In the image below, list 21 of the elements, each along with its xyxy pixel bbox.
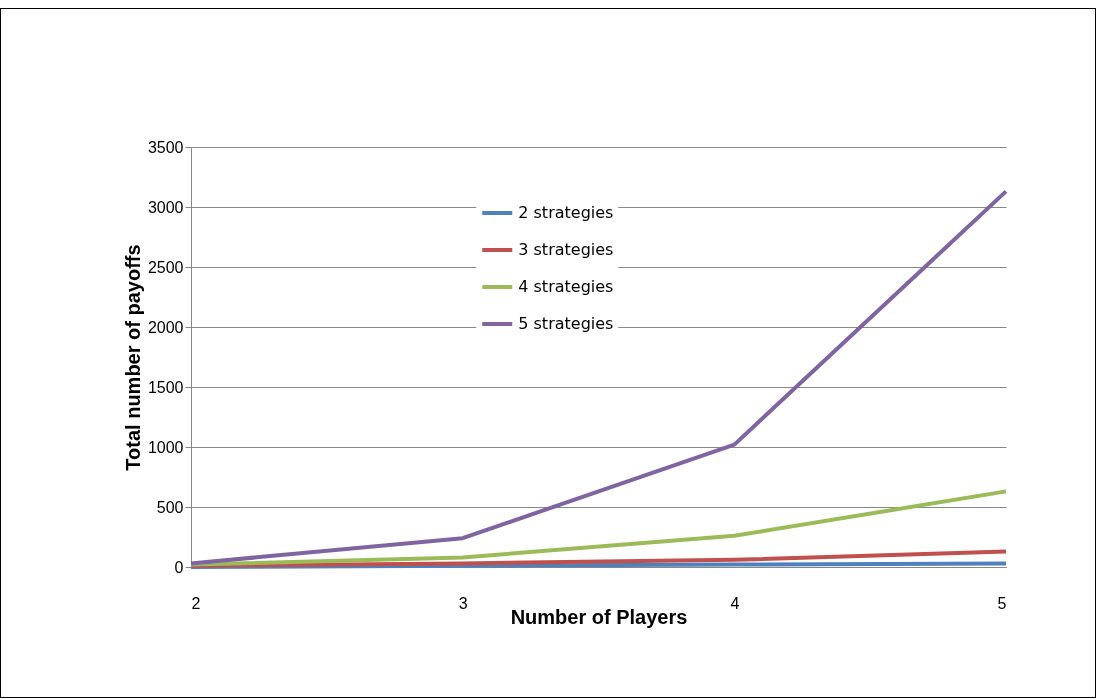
- legend-label: 3 strategies: [518, 240, 614, 259]
- line-series: [189, 189, 1008, 566]
- x-tick-label: 4: [730, 594, 740, 612]
- y-tick-label: 3000: [147, 198, 184, 216]
- x-tick-label: 2: [191, 594, 201, 612]
- y-axis-title: Total number of payoffs: [121, 244, 144, 471]
- x-tick-label: 3: [458, 594, 468, 612]
- y-tick-label: 2000: [147, 318, 184, 336]
- line-series: [189, 489, 1008, 567]
- y-tick-label: 2500: [147, 258, 184, 276]
- legend-label: 4 strategies: [518, 277, 614, 296]
- y-tick-label: 1000: [147, 438, 184, 456]
- y-tick-label: 1500: [147, 378, 184, 396]
- legend-label: 2 strategies: [518, 203, 614, 222]
- y-tick-label: 3500: [147, 138, 184, 156]
- legend-label: 5 strategies: [518, 314, 614, 333]
- x-axis-title: Number of Players: [510, 605, 688, 628]
- y-tick-label: 500: [156, 498, 184, 516]
- x-tick-label: 5: [997, 594, 1007, 612]
- line-series: [189, 549, 1008, 568]
- y-tick-label: 0: [174, 558, 184, 576]
